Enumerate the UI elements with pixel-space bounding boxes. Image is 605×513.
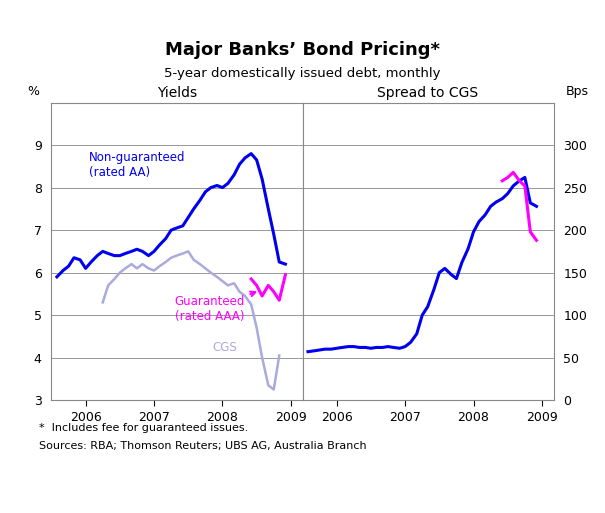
Title: Spread to CGS: Spread to CGS: [378, 86, 479, 100]
Text: CGS: CGS: [212, 341, 237, 353]
Text: *  Includes fee for guaranteed issues.: * Includes fee for guaranteed issues.: [39, 423, 249, 433]
Text: %: %: [27, 86, 39, 98]
Title: Yields: Yields: [157, 86, 197, 100]
Text: Guaranteed
(rated AAA): Guaranteed (rated AAA): [175, 291, 255, 323]
Text: Sources: RBA; Thomson Reuters; UBS AG, Australia Branch: Sources: RBA; Thomson Reuters; UBS AG, A…: [39, 441, 367, 451]
Text: 5-year domestically issued debt, monthly: 5-year domestically issued debt, monthly: [164, 67, 441, 80]
Text: Major Banks’ Bond Pricing*: Major Banks’ Bond Pricing*: [165, 41, 440, 59]
Text: Bps: Bps: [566, 86, 589, 98]
Text: Non-guaranteed
(rated AA): Non-guaranteed (rated AA): [89, 151, 186, 180]
